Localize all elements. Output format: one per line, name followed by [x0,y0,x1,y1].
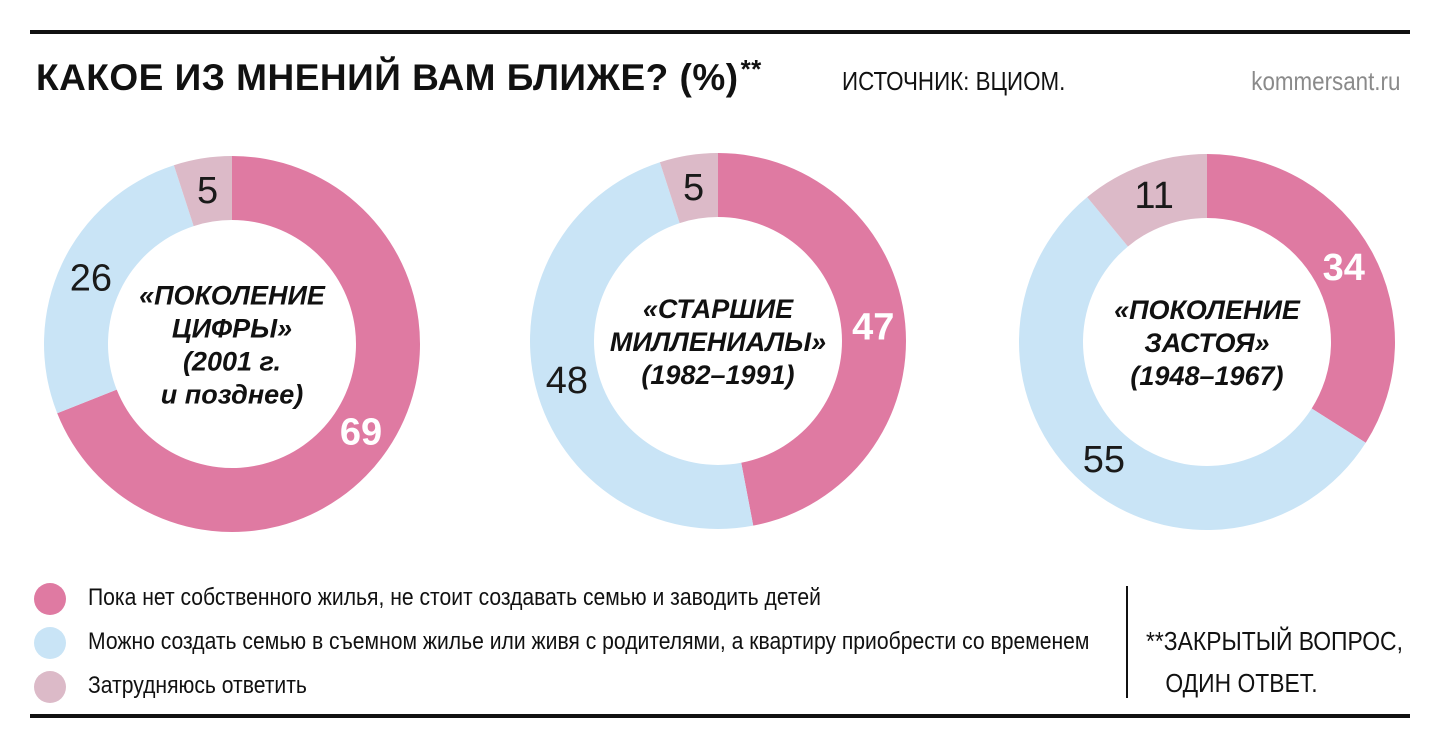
slice-value-label: 47 [852,306,894,348]
center-label-line: (1982–1991) [641,360,794,390]
center-label-line: «ПОКОЛЕНИЕ [139,281,326,311]
legend-swatch [34,583,66,615]
legend-swatch [34,671,66,703]
slice-value-label: 48 [546,360,588,402]
center-label-line: «ПОКОЛЕНИЕ [1114,295,1301,325]
center-label-line: ЦИФРЫ» [172,314,292,344]
legend-item-hard-to-say: Затрудняюсь ответить [34,668,1114,712]
footnote-line: ОДИН ОТВЕТ. [1165,668,1318,698]
center-label-line: (2001 г. [183,347,281,377]
slice-value-label: 34 [1323,247,1365,289]
legend-swatch [34,627,66,659]
chart-title: КАКОЕ ИЗ МНЕНИЙ ВАМ БЛИЖЕ? (%)** [36,54,762,98]
legend-label: Затрудняюсь ответить [88,672,307,699]
legend-label: Пока нет собственного жилья, не стоит со… [88,584,821,611]
center-label-line: и позднее) [161,380,303,410]
slice-value-label: 26 [70,258,112,300]
footnote-divider [1126,586,1128,698]
donut-slice [1207,154,1395,443]
slice-value-label: 11 [1134,175,1173,217]
center-label-line: МИЛЛЕНИАЛЫ» [610,327,826,357]
site-link[interactable]: kommersant.ru [1250,66,1400,96]
slice-value-label: 5 [197,170,218,212]
title-footnote-mark: ** [740,54,762,84]
donut-slice [1087,154,1207,247]
legend: Пока нет собственного жилья, не стоит со… [34,580,1114,712]
donut-slice [173,156,232,227]
donut-slice [57,156,420,532]
donut-slice [718,153,906,526]
footnote-line: **ЗАКРЫТЫЙ ВОПРОС, [1146,626,1403,656]
legend-item-no-housing: Пока нет собственного жилья, не стоит со… [34,580,1114,624]
slice-value-label: 55 [1083,439,1125,481]
source-text: ИСТОЧНИК: ВЦИОМ. [842,66,1066,96]
donut-slice [44,165,194,414]
donut-slice [1018,197,1366,531]
center-label-line: «СТАРШИЕ [643,294,794,324]
slice-value-label: 69 [340,412,382,454]
center-label-line: ЗАСТОЯ» [1144,328,1269,358]
legend-label: Можно создать семью в съемном жилье или … [88,628,1090,655]
slice-value-label: 5 [683,167,704,209]
footnote: **ЗАКРЫТЫЙ ВОПРОС, ОДИН ОТВЕТ. [1146,620,1403,704]
donut-slice [659,153,718,224]
donut-slice [530,162,754,529]
center-label-line: (1948–1967) [1130,361,1283,391]
top-rule [30,30,1410,34]
bottom-rule [30,714,1410,718]
legend-item-rent-or-parents: Можно создать семью в съемном жилье или … [34,624,1114,668]
